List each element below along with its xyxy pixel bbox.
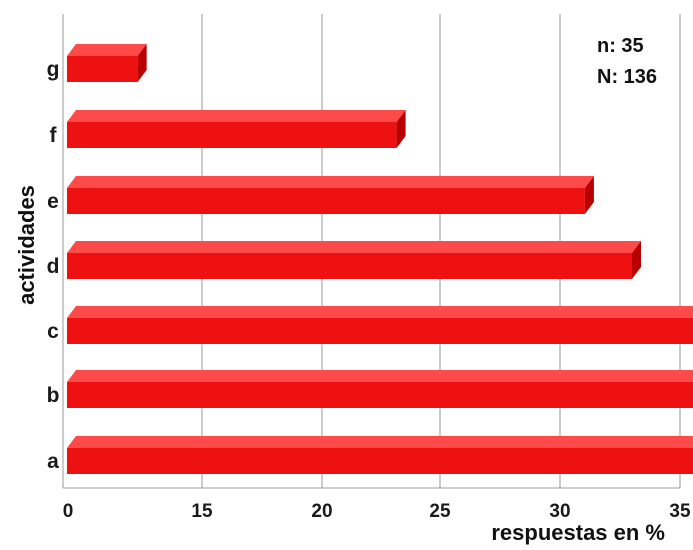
bar-front-face — [67, 253, 632, 279]
bar-e — [67, 176, 594, 214]
bar-front-face — [67, 318, 693, 344]
x-tick-label: 20 — [311, 501, 332, 522]
bar-c — [67, 306, 693, 344]
bar-g — [67, 44, 147, 82]
category-label-g: g — [47, 58, 60, 81]
x-tick-label: 0 — [63, 501, 74, 522]
bar-top-face — [67, 306, 693, 318]
bar-b — [67, 370, 693, 408]
y-axis-title: actividades — [14, 185, 39, 305]
bar-top-face — [67, 436, 693, 448]
category-label-c: c — [47, 320, 59, 343]
annotation-N: N: 136 — [597, 66, 657, 88]
category-label-f: f — [50, 124, 58, 147]
x-axis-title: respuestas en % — [491, 520, 665, 545]
bar-top-face — [67, 44, 147, 56]
x-tick-label: 35 — [669, 501, 691, 522]
bar-front-face — [67, 122, 397, 148]
bar-front-face — [67, 448, 693, 474]
bar-end-face — [631, 241, 641, 279]
category-label-b: b — [47, 384, 60, 407]
bar-front-face — [67, 188, 585, 214]
bar-end-face — [137, 44, 147, 82]
bar-d — [67, 241, 641, 279]
bar-top-face — [67, 110, 406, 122]
x-tick-label: 30 — [549, 501, 570, 522]
x-tick-labels: 0 15 20 25 30 35 — [63, 501, 691, 522]
x-tick-label: 25 — [429, 501, 451, 522]
bar-f — [67, 110, 406, 148]
bar-top-face — [67, 370, 693, 382]
bar-end-face — [584, 176, 594, 214]
bars — [67, 44, 693, 474]
category-label-d: d — [47, 255, 60, 278]
bar-top-face — [67, 241, 641, 253]
category-label-e: e — [47, 190, 59, 213]
annotation-n: n: 35 — [597, 35, 644, 57]
bar-front-face — [67, 56, 138, 82]
bar-a — [67, 436, 693, 474]
category-labels: a b c d e f g — [47, 58, 60, 473]
bar-end-face — [396, 110, 406, 148]
category-label-a: a — [47, 450, 59, 473]
x-tick-label: 15 — [191, 501, 213, 522]
bar-top-face — [67, 176, 594, 188]
bar-front-face — [67, 382, 693, 408]
